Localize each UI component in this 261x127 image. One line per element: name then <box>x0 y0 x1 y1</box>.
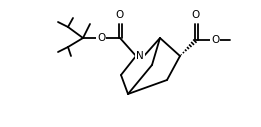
Text: O: O <box>211 35 219 45</box>
Text: O: O <box>192 10 200 20</box>
Text: O: O <box>116 10 124 20</box>
Text: O: O <box>97 33 105 43</box>
Text: N: N <box>136 51 144 61</box>
